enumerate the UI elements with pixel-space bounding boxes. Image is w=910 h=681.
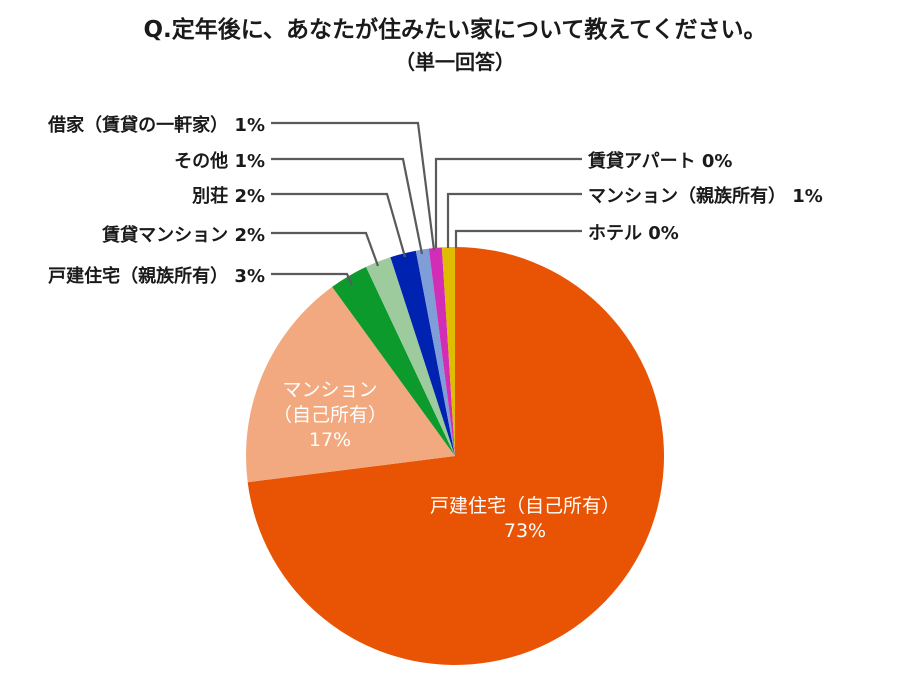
slice-label-mansion-jiko-sub: （自己所有）	[272, 404, 387, 426]
pie-slice	[332, 266, 455, 456]
slice-label-mansion-jiko-name: マンション	[282, 379, 378, 401]
slice-label-kodate-jiko-value: 73%	[503, 520, 547, 542]
slice-label-mansion-jiko: マンション （自己所有） 17%	[255, 378, 405, 453]
leader-line-hotel	[454, 229, 582, 248]
pie-slice	[366, 257, 455, 456]
leader-line-bessou	[271, 192, 407, 258]
leader-line-chintai-apart	[434, 157, 582, 248]
slice-label-kodate-jiko-name: 戸建住宅（自己所有）	[429, 495, 620, 517]
callout-hotel: ホテル 0%	[588, 223, 679, 244]
pie-slices	[246, 246, 665, 665]
slice-label-kodate-jiko: 戸建住宅（自己所有） 73%	[400, 494, 650, 544]
pie-slice	[415, 248, 455, 456]
callout-chintai-mansion: 賃貸マンション 2%	[102, 225, 265, 246]
leader-line-shakuya	[271, 121, 436, 251]
pie-slice	[390, 250, 455, 456]
chart-title: Q.定年後に、あなたが住みたい家について教えてください。	[143, 17, 767, 43]
pie-slice	[441, 246, 455, 456]
callout-kodate-shinzoku: 戸建住宅（親族所有） 3%	[48, 266, 265, 287]
leader-lines	[271, 121, 582, 286]
callout-chintai-apart: 賃貸アパート 0%	[588, 151, 733, 172]
callout-shakuya: 借家（賃貸の一軒家） 1%	[48, 115, 265, 136]
pie-slice	[247, 247, 665, 665]
callout-sonota: その他 1%	[174, 151, 265, 172]
leader-line-kodate-shinzoku	[271, 272, 354, 286]
leader-line-chintai-mansion	[271, 231, 380, 267]
slice-label-mansion-jiko-value: 17%	[308, 429, 352, 451]
pie-slice	[428, 247, 455, 456]
chart-subtitle: （単一回答）	[395, 50, 515, 74]
leader-line-sonota	[271, 157, 424, 255]
leader-line-mansion-shinzoku	[446, 192, 582, 248]
callout-bessou: 別荘 2%	[192, 186, 265, 207]
pie-slice	[246, 286, 455, 483]
callout-mansion-shinzoku: マンション（親族所有） 1%	[588, 186, 823, 207]
